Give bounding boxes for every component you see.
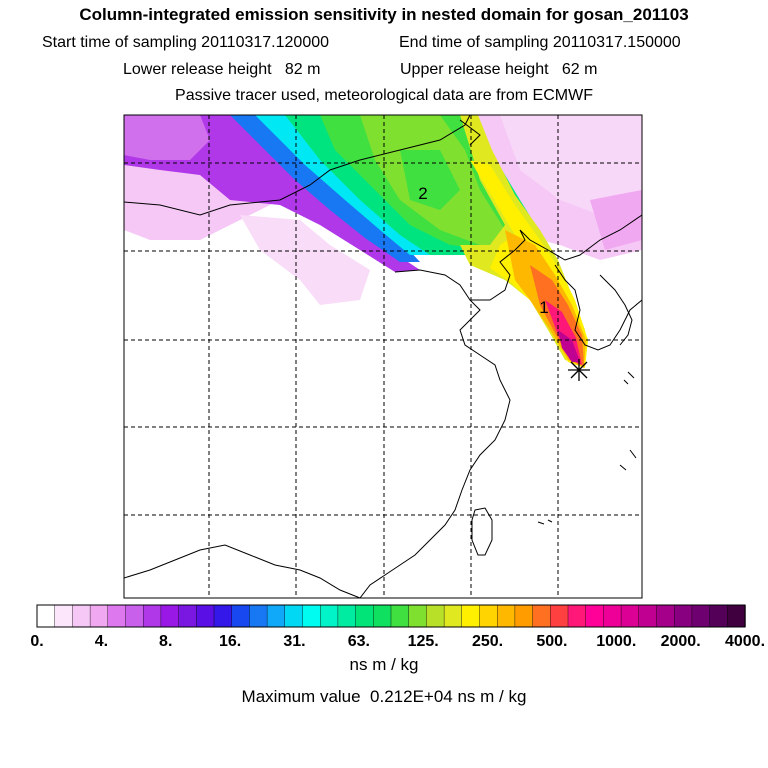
colorbar-units: ns m / kg [349,655,419,674]
coastlines [124,115,642,598]
colorbar-tick-labels: 0. 4. 8. 16. 31. 63. 125. 250. 500. 1000. 2000. 400… [30,633,765,650]
colorbar-tick-label: 31. [283,633,305,650]
colorbar-cell [691,604,711,628]
colorbar-cell [709,604,728,628]
lower-release-height-label: Lower release height 82 m [123,61,321,78]
marker-1-label: 1 [539,298,548,317]
tracer-note: Passive tracer used, meteorological data… [175,87,593,104]
map-frame [123,114,643,599]
graticule [124,115,642,598]
colorbar-tick-label: 4. [95,633,108,650]
end-time-label: End time of sampling 20110317.150000 [399,34,681,51]
colorbar-cell [497,604,516,628]
upper-release-height-label: Upper release height 62 m [400,61,598,78]
colorbar-tick-label: 16. [219,633,241,650]
colorbar-cell [284,604,304,628]
colorbar-cell [532,604,551,628]
colorbar-tick-label: 0. [30,633,43,650]
colorbar-cell [178,604,198,628]
colorbar-tick-label: 2000. [661,633,701,650]
colorbar-cell [638,604,658,628]
colorbar-cell [443,604,463,628]
colorbar-cell [727,604,746,628]
colorbar-cell [479,604,498,628]
colorbar-cell [550,604,569,628]
colorbar-cell [160,604,180,628]
colorbar-cell [567,604,587,628]
colorbar-cell [620,604,640,628]
colorbar-cell [320,604,339,628]
colorbar-cell [142,604,162,628]
colorbar-cell [196,604,215,628]
colorbar-cell [390,604,410,628]
maximum-value-label: Maximum value 0.212E+04 ns m / kg [241,687,527,706]
colorbar-cell [603,604,622,628]
colorbar: 0. 4. 8. 16. 31. 63. 125. 250. 500. 1000. 2000. 400… [30,604,765,650]
colorbar-tick-label: 1000. [596,633,636,650]
colorbar-cell [408,604,428,628]
colorbar-cell [355,604,375,628]
colorbar-cell [54,604,74,628]
colorbar-cell [107,604,127,628]
colorbar-tick-label: 500. [536,633,567,650]
colorbar-tick-label: 8. [159,633,172,650]
colorbar-cells [36,604,746,628]
map-field [124,115,642,598]
colorbar-cell [461,604,481,628]
map-title: Column-integrated emission sensitivity i… [79,5,689,24]
colorbar-cell [674,604,693,628]
colorbar-cell [72,604,91,628]
colorbar-cell [426,604,445,628]
colorbar-cell [585,604,605,628]
colorbar-cell [213,604,233,628]
colorbar-cell [36,604,56,628]
colorbar-tick-label: 125. [408,633,439,650]
colorbar-cell [231,604,251,628]
start-time-label: Start time of sampling 20110317.120000 [42,34,330,51]
colorbar-tick-label: 4000. [725,633,765,650]
colorbar-cell [302,604,321,628]
marker-2-label: 2 [418,184,427,203]
colorbar-cell [249,604,268,628]
colorbar-cell [266,604,286,628]
asterisk-icon [568,359,590,381]
colorbar-cell [89,604,109,628]
colorbar-tick-label: 63. [348,633,370,650]
colorbar-cell [514,604,534,628]
colorbar-cell [373,604,392,628]
colorbar-tick-label: 250. [472,633,503,650]
colorbar-cell [337,604,357,628]
colorbar-cell [656,604,675,628]
colorbar-cell [125,604,144,628]
